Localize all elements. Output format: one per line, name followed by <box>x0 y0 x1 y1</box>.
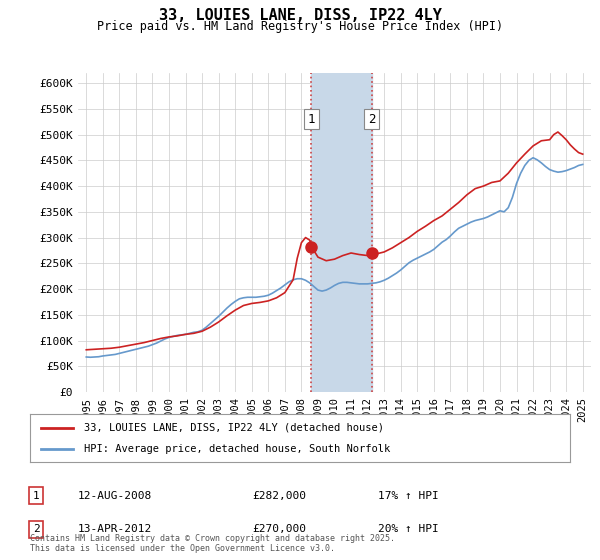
Text: 20% ↑ HPI: 20% ↑ HPI <box>378 524 439 534</box>
Text: 1: 1 <box>308 113 315 125</box>
Text: HPI: Average price, detached house, South Norfolk: HPI: Average price, detached house, Sout… <box>84 444 390 454</box>
Text: £270,000: £270,000 <box>252 524 306 534</box>
Text: 13-APR-2012: 13-APR-2012 <box>78 524 152 534</box>
Text: 12-AUG-2008: 12-AUG-2008 <box>78 491 152 501</box>
Text: £282,000: £282,000 <box>252 491 306 501</box>
Text: Price paid vs. HM Land Registry's House Price Index (HPI): Price paid vs. HM Land Registry's House … <box>97 20 503 32</box>
Text: 33, LOUIES LANE, DISS, IP22 4LY (detached house): 33, LOUIES LANE, DISS, IP22 4LY (detache… <box>84 423 384 433</box>
Text: 2: 2 <box>32 524 40 534</box>
Text: 1: 1 <box>32 491 40 501</box>
Text: 33, LOUIES LANE, DISS, IP22 4LY: 33, LOUIES LANE, DISS, IP22 4LY <box>158 8 442 24</box>
Text: Contains HM Land Registry data © Crown copyright and database right 2025.
This d: Contains HM Land Registry data © Crown c… <box>30 534 395 553</box>
Text: 2: 2 <box>368 113 376 125</box>
Bar <box>311 73 372 392</box>
Text: 17% ↑ HPI: 17% ↑ HPI <box>378 491 439 501</box>
